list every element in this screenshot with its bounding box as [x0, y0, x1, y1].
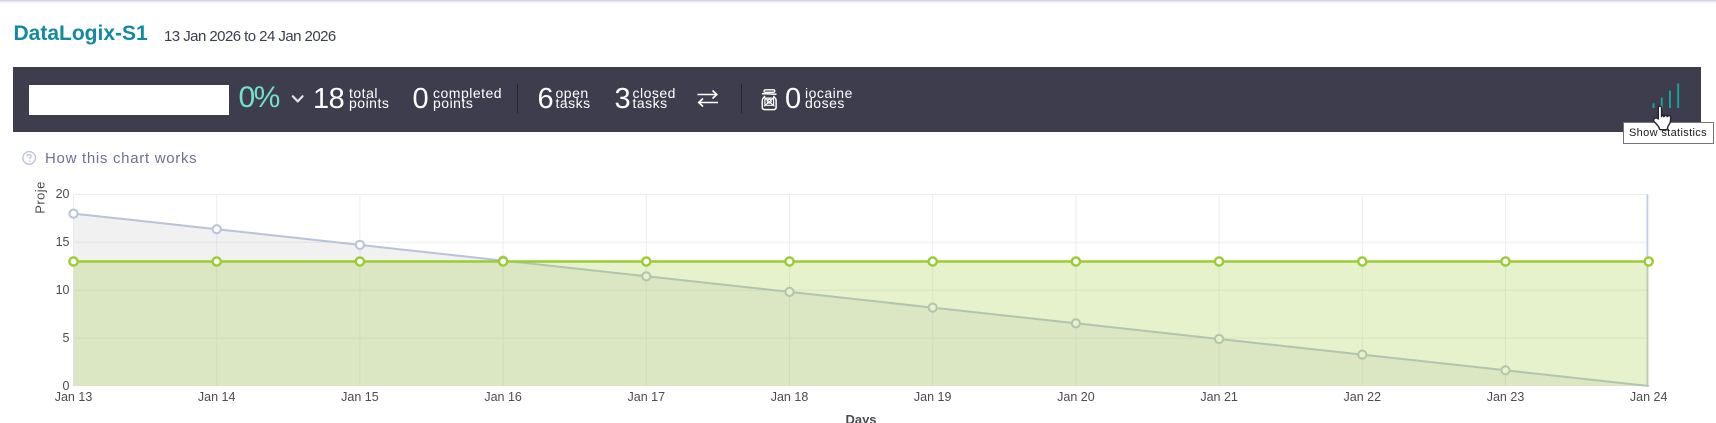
svg-text:Proje: Proje [33, 181, 48, 214]
svg-text:Jan 15: Jan 15 [341, 390, 379, 404]
svg-text:10: 10 [56, 283, 70, 297]
svg-text:15: 15 [56, 235, 70, 249]
svg-text:Jan 21: Jan 21 [1200, 390, 1238, 404]
svg-text:Days: Days [845, 412, 876, 423]
svg-text:Jan 22: Jan 22 [1344, 390, 1382, 404]
svg-text:Jan 20: Jan 20 [1057, 390, 1095, 404]
svg-text:Jan 19: Jan 19 [914, 390, 952, 404]
svg-text:Jan 18: Jan 18 [771, 390, 809, 404]
svg-text:Jan 23: Jan 23 [1487, 390, 1525, 404]
svg-text:Jan 24: Jan 24 [1630, 390, 1668, 404]
svg-text:5: 5 [63, 331, 70, 345]
svg-text:Jan 14: Jan 14 [198, 390, 236, 404]
svg-text:0: 0 [63, 379, 70, 393]
svg-text:20: 20 [56, 187, 70, 201]
svg-text:Jan 13: Jan 13 [55, 390, 93, 404]
svg-text:Jan 16: Jan 16 [484, 390, 522, 404]
svg-text:Jan 17: Jan 17 [628, 390, 666, 404]
